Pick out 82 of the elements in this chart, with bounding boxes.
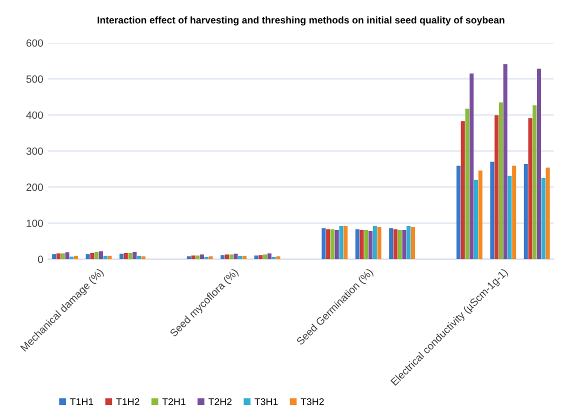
- bar: [103, 256, 108, 260]
- bar: [108, 256, 112, 260]
- bar: [52, 254, 56, 260]
- bar: [56, 253, 61, 260]
- legend-label: T1H1: [70, 398, 94, 406]
- bar: [238, 256, 242, 260]
- bar: [508, 176, 512, 260]
- y-tick-label: 500: [26, 75, 43, 83]
- chart-title: Interaction effect of harvesting and threshing methods on initial seed quality of soybean: [98, 16, 504, 26]
- bar: [191, 256, 196, 260]
- bar: [402, 230, 406, 260]
- bar: [224, 254, 230, 260]
- bar: [503, 64, 508, 260]
- bar: [74, 256, 78, 260]
- bar: [229, 254, 234, 260]
- bar: [263, 254, 268, 260]
- y-tick-label: 600: [26, 39, 43, 47]
- bar: [272, 256, 276, 260]
- bar: [372, 226, 377, 260]
- bar: [368, 231, 373, 260]
- bar: [120, 254, 124, 260]
- bar: [512, 166, 516, 260]
- bar: [524, 164, 528, 260]
- legend-label: T1H2: [116, 398, 140, 406]
- bar: [132, 252, 137, 260]
- bar: [267, 253, 272, 260]
- bar: [541, 178, 546, 260]
- bar: [242, 256, 247, 260]
- bar: [65, 252, 70, 260]
- y-tick-label: 400: [26, 111, 43, 119]
- y-tick-label: 200: [26, 184, 43, 191]
- bar: [94, 252, 99, 260]
- bar: [330, 229, 334, 260]
- bar: [334, 230, 339, 260]
- bar: [474, 180, 478, 260]
- legend-label: T2H2: [208, 398, 232, 406]
- bar: [254, 256, 258, 260]
- bar: [546, 168, 550, 260]
- bar: [90, 253, 94, 260]
- bar: [200, 254, 204, 260]
- bar: [494, 115, 499, 260]
- bar: [377, 227, 382, 260]
- bar: [128, 253, 132, 260]
- bar: [196, 256, 200, 260]
- bar: [326, 229, 330, 260]
- bar: [456, 166, 461, 260]
- legend-label: T2H1: [162, 398, 186, 406]
- bar: [478, 170, 482, 260]
- bar: [344, 226, 348, 260]
- bar: [70, 256, 74, 260]
- bar: [322, 228, 326, 260]
- bar: [137, 256, 142, 260]
- bar: [398, 230, 402, 260]
- bar: [389, 228, 394, 260]
- bar: [339, 226, 344, 260]
- bar: [234, 254, 238, 260]
- bar: [86, 254, 90, 260]
- bar: [537, 68, 542, 260]
- bar: [364, 230, 368, 260]
- bar: [528, 118, 532, 260]
- bar: [60, 253, 65, 260]
- bar: [355, 229, 360, 260]
- bar: [490, 162, 494, 260]
- bar: [124, 253, 128, 260]
- bar: [220, 255, 225, 260]
- bar: [460, 121, 465, 260]
- bar: [360, 230, 364, 260]
- bar: [204, 256, 208, 260]
- bar: [393, 229, 398, 260]
- bar: [406, 226, 411, 260]
- legend-label: T3H1: [254, 398, 278, 406]
- bar: [258, 255, 263, 260]
- bar: [532, 105, 537, 260]
- y-tick-label: 100: [26, 220, 43, 227]
- bar: [465, 108, 470, 260]
- y-tick-label: 300: [26, 147, 43, 155]
- bar: [470, 73, 474, 260]
- bar: [98, 251, 103, 260]
- legend-label: T3H2: [300, 398, 324, 406]
- bar: [410, 227, 416, 260]
- bar: [498, 102, 503, 260]
- y-tick-label: 0: [38, 256, 43, 264]
